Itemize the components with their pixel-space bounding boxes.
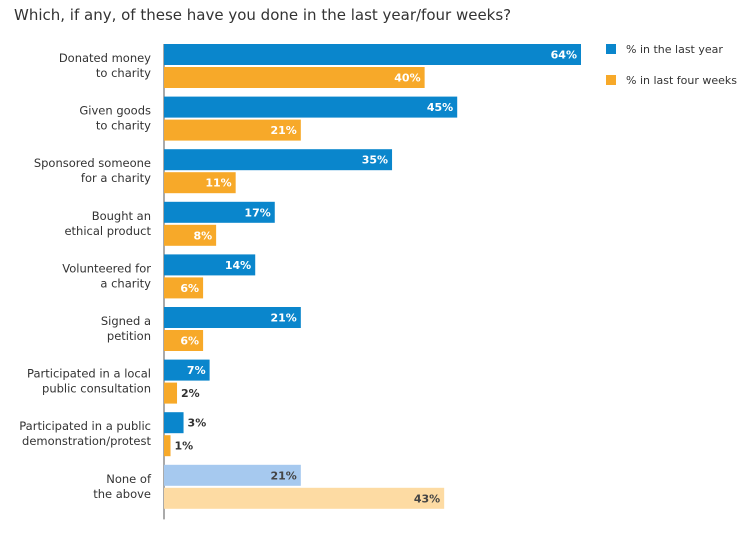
category-label-line: to charity [96,66,151,80]
category-label-line: a charity [100,276,151,290]
value-label-last-year: 64% [551,49,577,62]
value-label-four-weeks: 8% [193,229,212,242]
value-label-four-weeks: 6% [180,335,199,348]
category-label-line: public consultation [42,382,151,396]
bar-four-weeks [164,330,204,351]
bar-last-year [164,359,210,381]
value-label-four-weeks: 1% [175,440,194,453]
bar-four-weeks [164,487,445,509]
legend-item-four-weeks: % in last four weeks [606,74,737,87]
category-label: Participated in a local public consultati… [27,367,151,396]
value-label-last-year: 45% [427,101,453,114]
category-label-line: ethical product [64,224,151,238]
category-label-line: Signed a [101,314,151,328]
category-label-line: the above [93,487,151,501]
value-label-last-year: 17% [244,206,270,219]
category-label: Bought an ethical product [64,209,151,238]
bar-four-weeks [164,435,171,457]
category-label-line: Donated money [59,51,151,65]
value-label-four-weeks: 6% [180,282,199,295]
bar-last-year [164,254,256,276]
category-label-line: Participated in a local [27,367,151,381]
category-label-line: petition [107,329,151,343]
category-label-line: None of [106,472,152,486]
bar-four-weeks [164,119,301,141]
category-label-line: to charity [96,119,151,133]
category-label-line: Participated in a public [19,419,151,433]
category-label: Donated money to charity [59,51,151,80]
legend-label-last-year: % in the last year [626,43,723,56]
category-label: None of the above [93,472,152,501]
value-label-four-weeks: 21% [270,124,296,137]
value-label-four-weeks: 40% [394,72,420,85]
value-label-last-year: 7% [187,364,206,377]
category-label-line: for a charity [81,171,151,185]
category-label-line: demonstration/protest [22,434,151,448]
bar-last-year [164,96,458,118]
category-label: Participated in a public demonstration/pr… [19,419,151,448]
legend-swatch-four-weeks [606,75,616,85]
bar-last-year [164,412,184,434]
bar-four-weeks [164,382,178,404]
bar-last-year [164,201,275,223]
bar-last-year [164,149,393,171]
value-label-four-weeks: 43% [414,492,440,505]
category-label: Volunteered for a charity [62,261,151,290]
legend-item-last-year: % in the last year [606,43,723,56]
value-label-last-year: 35% [362,154,388,167]
value-label-last-year: 14% [225,259,251,272]
category-label: Signed a petition [101,314,151,343]
bar-four-weeks [164,172,236,194]
category-label-line: Given goods [79,104,151,118]
bar-four-weeks [164,67,425,88]
category-label: Given goods to charity [79,104,151,133]
category-label-line: Bought an [92,209,151,223]
bar-four-weeks [164,277,204,299]
category-label-line: Sponsored someone [34,156,151,170]
bar-four-weeks [164,224,217,246]
value-label-last-year: 21% [270,312,296,325]
chart-title: Which, if any, of these have you done in… [14,6,512,24]
legend-label-four-weeks: % in last four weeks [626,74,738,87]
category-label: Sponsored someone for a charity [34,156,151,185]
bar-last-year [164,307,301,328]
bar-last-year [164,44,581,65]
value-label-four-weeks: 11% [205,177,231,190]
value-label-last-year: 21% [270,469,296,482]
value-label-four-weeks: 2% [181,387,200,400]
category-label-line: Volunteered for [62,261,151,275]
bar-last-year [164,464,301,486]
legend-swatch-last-year [606,44,616,54]
value-label-last-year: 3% [188,417,207,430]
